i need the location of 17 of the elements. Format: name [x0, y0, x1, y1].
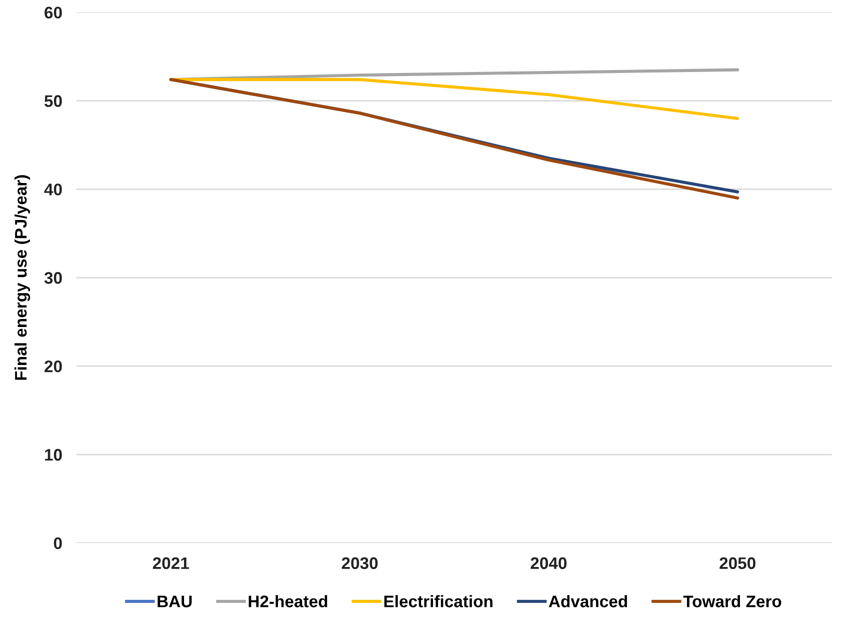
y-tick-label: 50	[44, 95, 62, 107]
y-tick-label: 30	[44, 272, 62, 284]
y-tick-label: 40	[44, 184, 62, 196]
legend-label: Electrification	[384, 595, 492, 608]
legend-label: H2-heated	[248, 595, 328, 608]
x-tick-label: 2030	[342, 557, 378, 570]
legend-label: Advanced	[548, 595, 628, 608]
x-tick-label: 2021	[152, 557, 189, 570]
y-tick-label: 10	[45, 448, 62, 461]
x-tick-label: 2040	[530, 557, 567, 570]
y-tick-label: 20	[44, 360, 62, 372]
y-tick-label: 60	[44, 6, 62, 19]
legend-label: Toward Zero	[683, 595, 782, 608]
x-tick-label: 2050	[720, 557, 756, 570]
legend-label: BAU	[158, 596, 192, 608]
y-axis-title: Final energy use (PJ/year)	[14, 175, 30, 380]
y-tick-label: 0	[54, 537, 62, 550]
